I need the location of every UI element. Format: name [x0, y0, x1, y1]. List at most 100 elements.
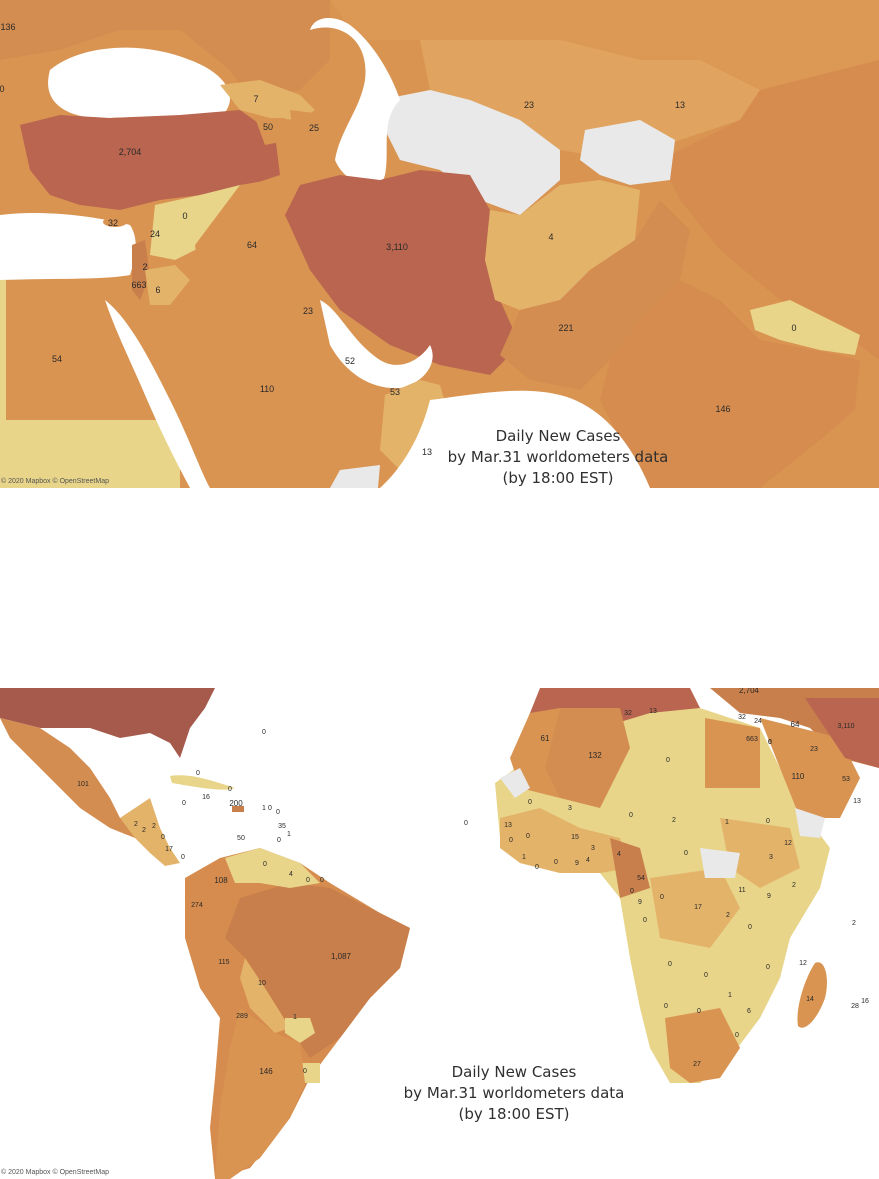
- water-persian-gulf: [320, 300, 433, 389]
- value-label: 12: [799, 960, 807, 967]
- value-label: 0: [528, 799, 532, 806]
- value-label: 132: [588, 751, 602, 760]
- value-label: 1: [522, 854, 526, 861]
- region-venezuela: [225, 848, 320, 888]
- value-label: 23: [303, 306, 313, 316]
- value-label: 27: [693, 1061, 701, 1068]
- value-label: 663: [746, 736, 758, 743]
- region-south-sudan: [700, 848, 740, 878]
- region-west-africa: [500, 808, 630, 873]
- value-label: 9: [767, 893, 771, 900]
- map-attribution-top[interactable]: © 2020 Mapbox © OpenStreetMap: [1, 478, 109, 485]
- value-label: 0: [643, 917, 647, 924]
- map-caption-top: Daily New Cases by Mar.31 worldometers d…: [418, 426, 698, 489]
- value-label: 0: [748, 924, 752, 931]
- water-mediterranean: [0, 213, 136, 280]
- value-label: 13: [853, 798, 861, 805]
- region-cameroon: [610, 838, 650, 898]
- value-label: 0: [668, 961, 672, 968]
- value-label: 3,110: [838, 723, 855, 730]
- value-label: 0: [660, 894, 664, 901]
- caption-line-1: Daily New Cases: [495, 427, 621, 445]
- value-label: 15: [571, 834, 579, 841]
- value-label: 32: [108, 218, 118, 228]
- value-label: 0: [181, 854, 185, 861]
- map-middle-east[interactable]: 136 0 7 50 25 23 13 2,704 32 0 24 64 3,110 4 2 663 6 221 0…: [0, 0, 879, 488]
- value-label: 1,087: [331, 952, 352, 961]
- value-label: 1: [728, 992, 732, 999]
- value-label: 23: [810, 746, 818, 753]
- value-label: 0: [684, 850, 688, 857]
- value-label: 11: [738, 887, 745, 894]
- value-label: 0: [735, 1032, 739, 1039]
- value-label: 0: [196, 770, 200, 777]
- value-label: 0: [306, 877, 310, 884]
- value-label: 0: [554, 859, 558, 866]
- value-label: 0: [263, 861, 267, 868]
- value-label: 110: [792, 772, 805, 781]
- value-label: 53: [842, 776, 850, 783]
- value-label: 0: [697, 1008, 701, 1015]
- value-label: 9: [575, 860, 579, 867]
- value-label: 0: [629, 812, 633, 819]
- region-usa: [0, 688, 215, 758]
- water-caspian-sea: [310, 18, 400, 186]
- value-label: 136: [0, 22, 15, 32]
- value-label: 14: [806, 996, 814, 1003]
- region-nepal: [750, 300, 860, 355]
- region-ethiopia: [720, 818, 800, 888]
- value-label: 0: [791, 323, 796, 333]
- region-saudi-arabia: [140, 255, 410, 488]
- value-label: 52: [345, 356, 355, 366]
- value-label: 0: [766, 818, 770, 825]
- region-georgia: [220, 80, 315, 120]
- value-label: 3: [591, 845, 595, 852]
- value-label: 50: [263, 122, 273, 132]
- region-turkey: [20, 110, 280, 210]
- value-label: 0: [182, 800, 186, 807]
- value-label: 13: [504, 822, 512, 829]
- region-armenia: [255, 118, 290, 145]
- value-label: 0: [0, 84, 5, 94]
- value-label: 13: [675, 100, 685, 110]
- value-label: 17: [694, 904, 702, 911]
- value-label: 24: [150, 229, 160, 239]
- value-label: 0: [228, 786, 232, 793]
- region-russia: [330, 0, 879, 100]
- map-attribution-bottom[interactable]: © 2020 Mapbox © OpenStreetMap: [1, 1169, 109, 1176]
- water-black-sea: [48, 47, 231, 121]
- value-label: 1: [725, 819, 729, 826]
- value-label: 115: [218, 959, 229, 966]
- value-label: 1: [287, 831, 291, 838]
- value-label: 13: [422, 447, 432, 457]
- value-label: 4: [548, 232, 553, 242]
- region-india: [600, 280, 860, 488]
- value-label: 16: [861, 998, 869, 1005]
- value-label: 274: [191, 902, 203, 909]
- value-label: 9: [638, 899, 642, 906]
- value-label: 6: [768, 739, 772, 746]
- caption-line-2: by Mar.31 worldometers data: [447, 448, 669, 466]
- region-kazakhstan: [420, 40, 760, 160]
- value-label: 0: [276, 809, 280, 816]
- value-label: 5: [237, 835, 241, 842]
- region-sudan: [0, 420, 180, 488]
- region-pakistan: [500, 200, 690, 390]
- region-cuba: [170, 775, 235, 790]
- value-label: 64: [791, 720, 800, 729]
- value-label: 0: [303, 1068, 307, 1075]
- value-label: 23: [524, 100, 534, 110]
- value-label: 3,110: [386, 242, 408, 252]
- value-label: 6: [747, 1008, 751, 1015]
- region-algeria: [545, 708, 630, 808]
- value-label: 0: [766, 964, 770, 971]
- value-label: 4: [586, 857, 590, 864]
- map-americas-africa[interactable]: 2,704 3,110 32 13 32 24 64 663 6 61 132 23 110 53 13 10…: [0, 688, 879, 1179]
- value-label: 0: [768, 739, 772, 746]
- value-label: 2,704: [119, 147, 142, 157]
- region-egypt: [705, 718, 760, 788]
- value-label: 221: [558, 323, 573, 333]
- value-label: 2: [152, 823, 156, 830]
